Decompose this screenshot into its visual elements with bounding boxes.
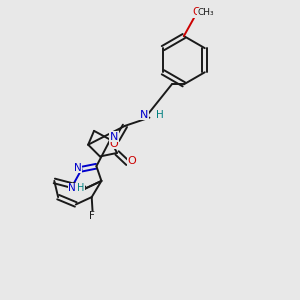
Text: O: O: [109, 139, 118, 149]
Text: H: H: [156, 110, 164, 120]
Text: O: O: [192, 8, 201, 17]
Text: O: O: [127, 157, 136, 166]
Text: H: H: [77, 183, 85, 193]
Text: CH₃: CH₃: [198, 8, 214, 17]
Text: F: F: [89, 211, 95, 221]
Text: N: N: [74, 163, 81, 173]
Text: N: N: [68, 183, 76, 193]
Text: N: N: [140, 110, 148, 120]
Text: N: N: [110, 132, 118, 142]
